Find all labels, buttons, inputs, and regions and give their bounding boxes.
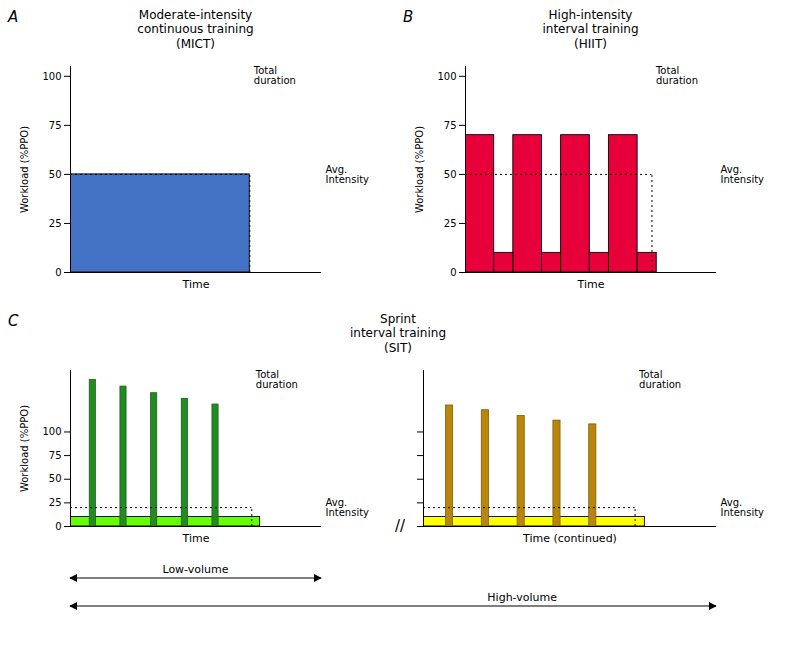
svg-text:Totalduration: Totalduration xyxy=(655,65,698,86)
svg-text:100: 100 xyxy=(42,71,61,82)
html-text:Moderate-intensity continuous: Moderate-intensity continuous training (… xyxy=(137,8,254,51)
svg-text:Low-volume: Low-volume xyxy=(162,563,228,576)
svg-text:Workload (%PPO): Workload (%PPO) xyxy=(19,405,30,492)
svg-text:50: 50 xyxy=(49,473,62,484)
svg-text:100: 100 xyxy=(437,71,456,82)
svg-text:Avg.Intensity: Avg.Intensity xyxy=(326,164,370,185)
svg-text:Avg.Intensity: Avg.Intensity xyxy=(326,497,370,518)
svg-text:100: 100 xyxy=(42,426,61,437)
svg-text:Time: Time xyxy=(182,278,210,291)
svg-text:25: 25 xyxy=(49,218,62,229)
svg-text:75: 75 xyxy=(49,120,62,131)
html-text:C: C xyxy=(8,312,19,330)
svg-text:75: 75 xyxy=(49,450,62,461)
svg-text:25: 25 xyxy=(49,497,62,508)
svg-text:0: 0 xyxy=(55,267,61,278)
svg-text:0: 0 xyxy=(450,267,456,278)
html-text:Sprint interval training (SIT): Sprint interval training (SIT) xyxy=(350,312,446,355)
svg-text:Totalduration: Totalduration xyxy=(253,65,296,86)
html-text:High-intensity interval traini: High-intensity interval training (HIIT) xyxy=(542,8,639,51)
svg-text:High-volume: High-volume xyxy=(487,591,557,604)
html-text:A: A xyxy=(8,8,19,26)
svg-text:Workload (%PPO): Workload (%PPO) xyxy=(19,126,30,213)
svg-text:Avg.Intensity: Avg.Intensity xyxy=(721,497,765,518)
svg-text:Time: Time xyxy=(182,532,210,545)
svg-text:25: 25 xyxy=(444,218,457,229)
svg-text:Workload (%PPO): Workload (%PPO) xyxy=(414,126,425,213)
svg-text:50: 50 xyxy=(49,169,62,180)
svg-text:Totalduration: Totalduration xyxy=(255,369,298,390)
svg-text:Time: Time xyxy=(577,278,605,291)
svg-text:Avg.Intensity: Avg.Intensity xyxy=(721,164,765,185)
svg-text:Time (continued): Time (continued) xyxy=(522,532,617,545)
html-text:B: B xyxy=(403,8,414,26)
svg-text:50: 50 xyxy=(444,169,457,180)
svg-text:Totalduration: Totalduration xyxy=(638,369,681,390)
svg-text:0: 0 xyxy=(55,521,61,532)
svg-text:75: 75 xyxy=(444,120,457,131)
